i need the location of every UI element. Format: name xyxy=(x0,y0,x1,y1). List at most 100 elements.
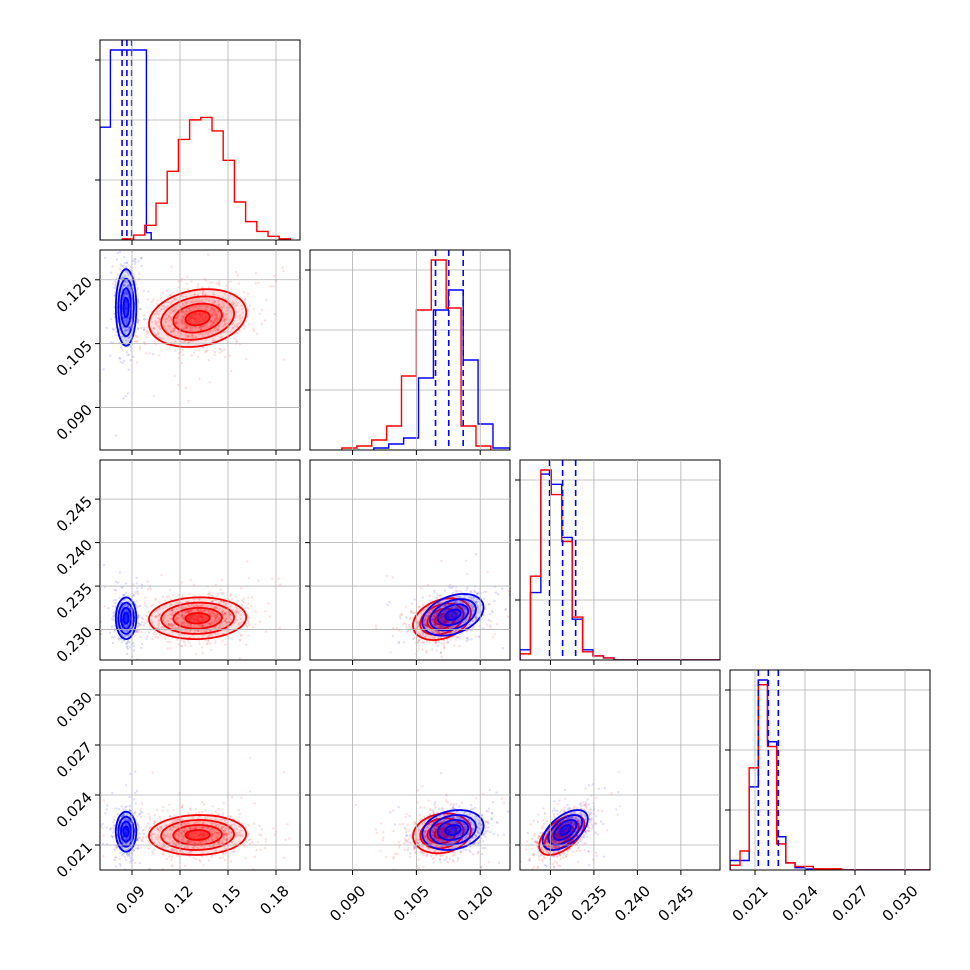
red-point xyxy=(166,295,169,299)
red-point xyxy=(467,600,470,604)
red-point xyxy=(142,341,145,344)
red-point xyxy=(210,633,213,636)
red-point xyxy=(171,309,175,312)
red-point xyxy=(212,328,216,332)
red-point xyxy=(466,629,469,633)
blue-point xyxy=(450,613,453,616)
red-point xyxy=(209,828,212,832)
red-point xyxy=(195,319,199,322)
red-point xyxy=(249,756,252,760)
red-point xyxy=(237,819,240,822)
red-point xyxy=(152,822,156,826)
red-point xyxy=(450,611,453,614)
red-point xyxy=(213,353,216,357)
red-point xyxy=(185,611,188,614)
blue-point xyxy=(487,603,490,606)
red-point xyxy=(222,624,225,627)
red-point xyxy=(159,296,163,300)
red-point xyxy=(157,325,161,329)
panel-frame xyxy=(519,459,721,661)
red-point xyxy=(187,604,190,607)
red-point xyxy=(203,618,206,621)
red-point xyxy=(157,614,160,617)
red-point xyxy=(194,326,197,329)
red-point xyxy=(207,635,210,638)
red-point xyxy=(213,312,217,315)
red-point xyxy=(181,302,184,305)
blue-point xyxy=(132,593,135,596)
red-point xyxy=(217,813,221,816)
red-point xyxy=(191,616,195,619)
panel-content xyxy=(374,553,510,659)
red-point xyxy=(402,641,406,644)
blue-point xyxy=(102,368,105,371)
red-point xyxy=(194,620,198,623)
blue-point xyxy=(119,357,122,360)
red-point xyxy=(201,618,204,621)
blue-point xyxy=(126,284,130,287)
red-point xyxy=(182,303,185,306)
red-point xyxy=(170,609,173,612)
red-point xyxy=(168,595,171,598)
red-point xyxy=(454,606,457,609)
red-point xyxy=(155,615,158,618)
red-point xyxy=(184,606,187,609)
red-point xyxy=(188,327,192,330)
red-point xyxy=(201,634,204,637)
red-point xyxy=(424,618,427,622)
red-point xyxy=(426,583,430,587)
red-point xyxy=(197,620,201,623)
red-point xyxy=(190,840,193,843)
red-point xyxy=(212,307,215,311)
red-point xyxy=(193,313,196,317)
blue-point xyxy=(112,605,115,608)
red-point xyxy=(208,612,211,615)
red-point xyxy=(176,331,180,334)
red-point xyxy=(374,624,378,627)
red-point xyxy=(188,307,191,311)
blue-point xyxy=(113,635,116,639)
red-point xyxy=(154,615,157,618)
blue-point xyxy=(114,589,118,592)
blue-contour xyxy=(114,268,138,347)
blue-point xyxy=(450,614,454,617)
red-point xyxy=(144,835,148,839)
red-point xyxy=(421,648,424,651)
red-point xyxy=(207,609,211,613)
red-point xyxy=(214,614,217,617)
blue-point xyxy=(121,634,124,637)
blue-point xyxy=(121,276,125,279)
blue-point xyxy=(465,618,469,621)
red-point xyxy=(187,317,190,320)
blue-point xyxy=(132,259,135,263)
red-point xyxy=(180,340,183,343)
blue-point xyxy=(111,617,114,621)
blue-point xyxy=(422,622,426,625)
blue-point xyxy=(463,607,466,610)
red-point xyxy=(454,606,457,609)
blue-point xyxy=(145,637,148,640)
blue-point xyxy=(501,647,505,650)
red-point xyxy=(170,847,174,850)
red-point xyxy=(442,617,446,621)
blue-point xyxy=(120,346,123,349)
red-point xyxy=(188,341,191,344)
red-contour xyxy=(160,295,236,341)
blue-histogram xyxy=(100,49,152,240)
blue-point xyxy=(122,594,125,597)
blue-point xyxy=(127,336,130,340)
red-point xyxy=(189,318,192,322)
red-point xyxy=(201,318,204,321)
red-point xyxy=(169,647,172,650)
red-point xyxy=(465,611,468,615)
red-point xyxy=(443,618,446,622)
blue-point xyxy=(127,284,130,287)
red-point xyxy=(410,611,414,614)
blue-point xyxy=(450,615,453,618)
blue-point xyxy=(475,617,478,621)
blue-point xyxy=(450,614,453,617)
red-point xyxy=(204,317,207,320)
red-point xyxy=(180,616,184,619)
red-point xyxy=(221,306,224,309)
red-point xyxy=(177,280,180,283)
